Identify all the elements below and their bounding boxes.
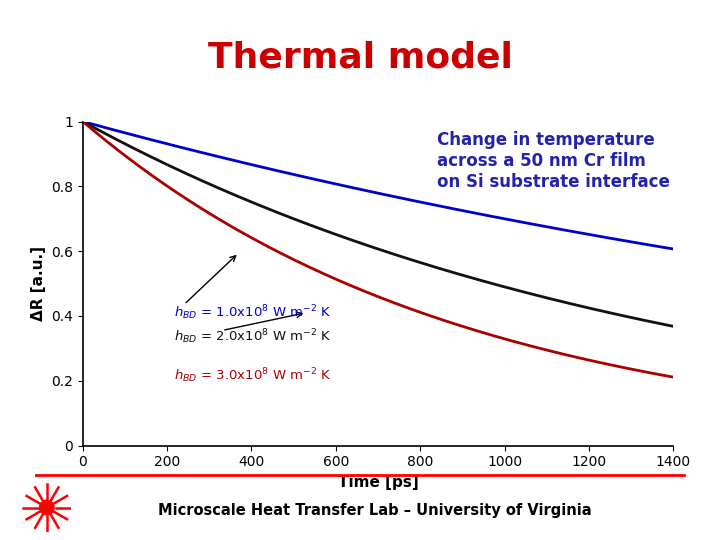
Circle shape <box>40 500 54 515</box>
Text: Thermal model: Thermal model <box>207 40 513 75</box>
Text: Microscale Heat Transfer Lab – University of Virginia: Microscale Heat Transfer Lab – Universit… <box>158 503 591 518</box>
X-axis label: Time [ps]: Time [ps] <box>338 475 418 490</box>
Y-axis label: ΔR [a.u.]: ΔR [a.u.] <box>30 246 45 321</box>
Text: Change in temperature
across a 50 nm Cr film
on Si substrate interface: Change in temperature across a 50 nm Cr … <box>437 131 670 191</box>
Text: $h_{BD}$ = 3.0x10$^8$ W m$^{-2}$ K: $h_{BD}$ = 3.0x10$^8$ W m$^{-2}$ K <box>174 367 332 385</box>
Text: $h_{BD}$ = 2.0x10$^8$ W m$^{-2}$ K: $h_{BD}$ = 2.0x10$^8$ W m$^{-2}$ K <box>174 328 332 346</box>
Text: $h_{BD}$ = 1.0x10$^8$ W m$^{-2}$ K: $h_{BD}$ = 1.0x10$^8$ W m$^{-2}$ K <box>174 303 332 322</box>
